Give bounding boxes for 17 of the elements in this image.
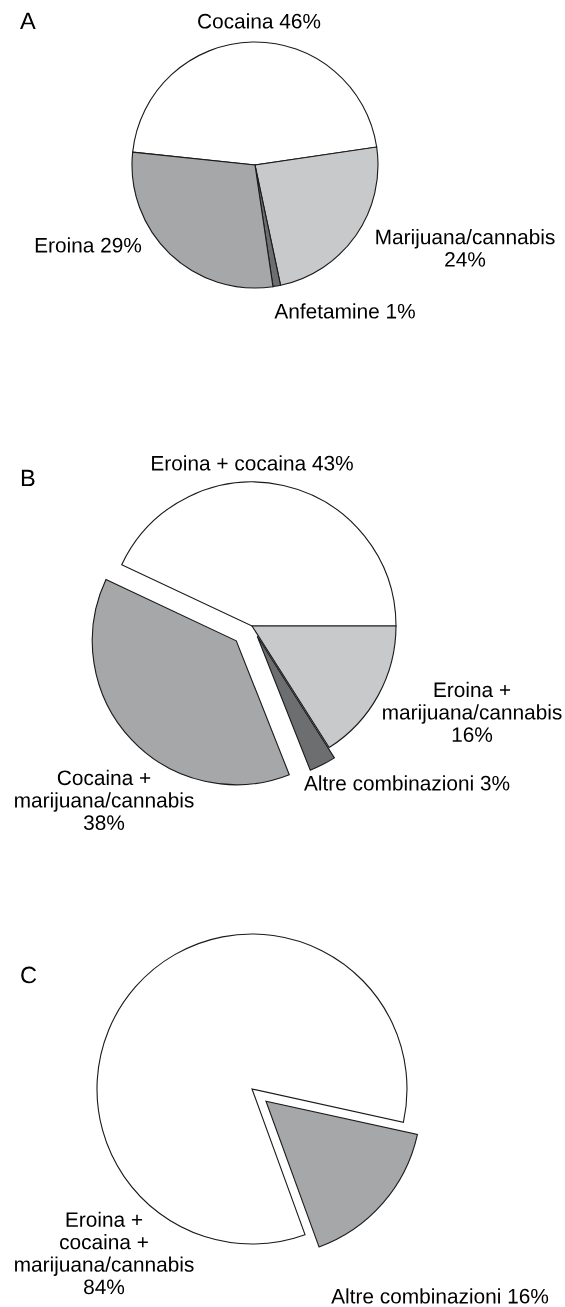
slice-label: Eroina + cocaina 43% — [152, 455, 353, 471]
slice-label: Anfetamine 1% — [274, 303, 415, 319]
data-label: 24% — [445, 252, 486, 267]
slice-label: Eroina + cocaina + marijuana/cannabis — [15, 1211, 194, 1276]
slice-label: Eroina + marijuana/cannabis — [383, 681, 562, 724]
slice-label: Eroina 29% — [35, 237, 142, 253]
slice-label: Altre combinazioni 3% — [303, 775, 510, 791]
data-label: 38% — [83, 815, 125, 831]
slice-label: Cocaina + marijuana/cannabis — [15, 769, 194, 812]
slice-label: Altre combinazioni 16% — [331, 1288, 549, 1304]
chart-title: B — [21, 469, 35, 487]
data-label: 16% — [452, 727, 493, 743]
data-label: 84% — [84, 1279, 125, 1295]
slice-label: Marijuana/cannabis — [376, 229, 555, 249]
text: C — [21, 966, 37, 984]
chart-title: A — [20, 12, 36, 30]
slice-label: Cocaina 46% — [198, 13, 321, 29]
